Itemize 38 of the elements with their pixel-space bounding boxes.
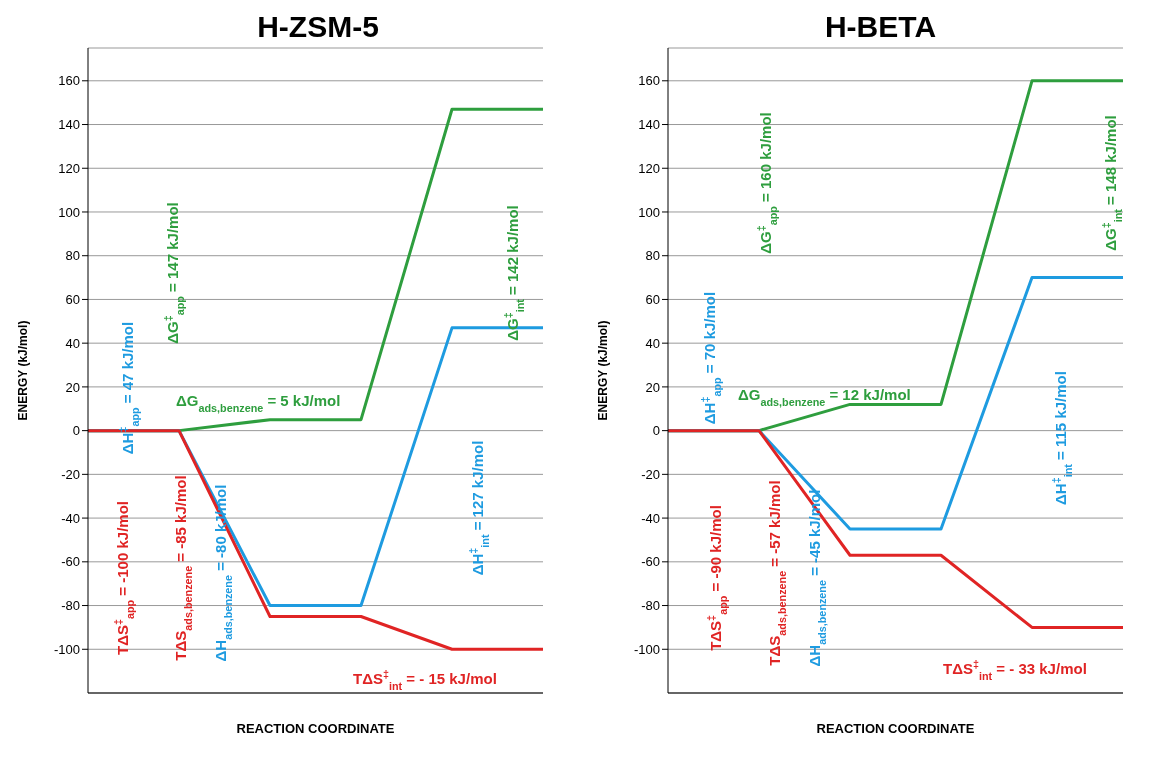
y-tick-label: -80 bbox=[641, 598, 660, 614]
y-axis-title: ENERGY (kJ/mol) bbox=[596, 320, 611, 421]
y-tick-label: -40 bbox=[641, 510, 660, 526]
chart-title: H-BETA bbox=[823, 10, 938, 44]
y-tick-label: -80 bbox=[61, 598, 80, 614]
y-tick-label: -60 bbox=[641, 554, 660, 570]
y-tick-label: 140 bbox=[638, 117, 660, 133]
y-tick-label: 60 bbox=[65, 292, 80, 308]
y-tick-label: -100 bbox=[633, 641, 660, 657]
y-tick-label: -20 bbox=[61, 466, 80, 482]
y-tick-label: -60 bbox=[61, 554, 80, 570]
annotation: ΔG$_{ads,benzene}$ = 5 kJ/mol bbox=[176, 392, 341, 414]
y-tick-label: 80 bbox=[645, 248, 660, 264]
y-tick-label: -40 bbox=[61, 510, 80, 526]
y-tick-label: 140 bbox=[58, 117, 80, 133]
y-tick-label: 160 bbox=[58, 73, 80, 89]
y-tick-label: 100 bbox=[638, 204, 660, 220]
y-tick-label: 120 bbox=[58, 160, 80, 176]
y-axis-title: ENERGY (kJ/mol) bbox=[16, 320, 31, 421]
annotation: TΔS$^{‡}$$_{int}$ = - 33 kJ/mol bbox=[943, 658, 1087, 682]
y-tick-label: 0 bbox=[652, 423, 660, 439]
y-tick-label: 20 bbox=[65, 379, 80, 395]
annotation: ΔG$_{ads,benzene}$ = 12 kJ/mol bbox=[738, 386, 911, 408]
y-tick-label: -100 bbox=[53, 641, 80, 657]
x-axis-title: REACTION COORDINATE bbox=[816, 721, 975, 736]
x-axis-title: REACTION COORDINATE bbox=[236, 721, 395, 736]
y-tick-label: 120 bbox=[638, 160, 660, 176]
y-tick-label: 60 bbox=[645, 292, 660, 308]
y-tick-label: 100 bbox=[58, 204, 80, 220]
chart-title: H-ZSM-5 bbox=[256, 10, 380, 44]
y-tick-label: 0 bbox=[72, 423, 80, 439]
annotation: TΔS$^{‡}$$_{int}$ = - 15 kJ/mol bbox=[353, 668, 497, 692]
y-tick-label: 160 bbox=[638, 73, 660, 89]
y-tick-label: 80 bbox=[65, 248, 80, 264]
y-tick-label: 40 bbox=[645, 335, 660, 351]
y-tick-label: 20 bbox=[645, 379, 660, 395]
y-tick-label: -20 bbox=[641, 466, 660, 482]
y-tick-label: 40 bbox=[65, 335, 80, 351]
